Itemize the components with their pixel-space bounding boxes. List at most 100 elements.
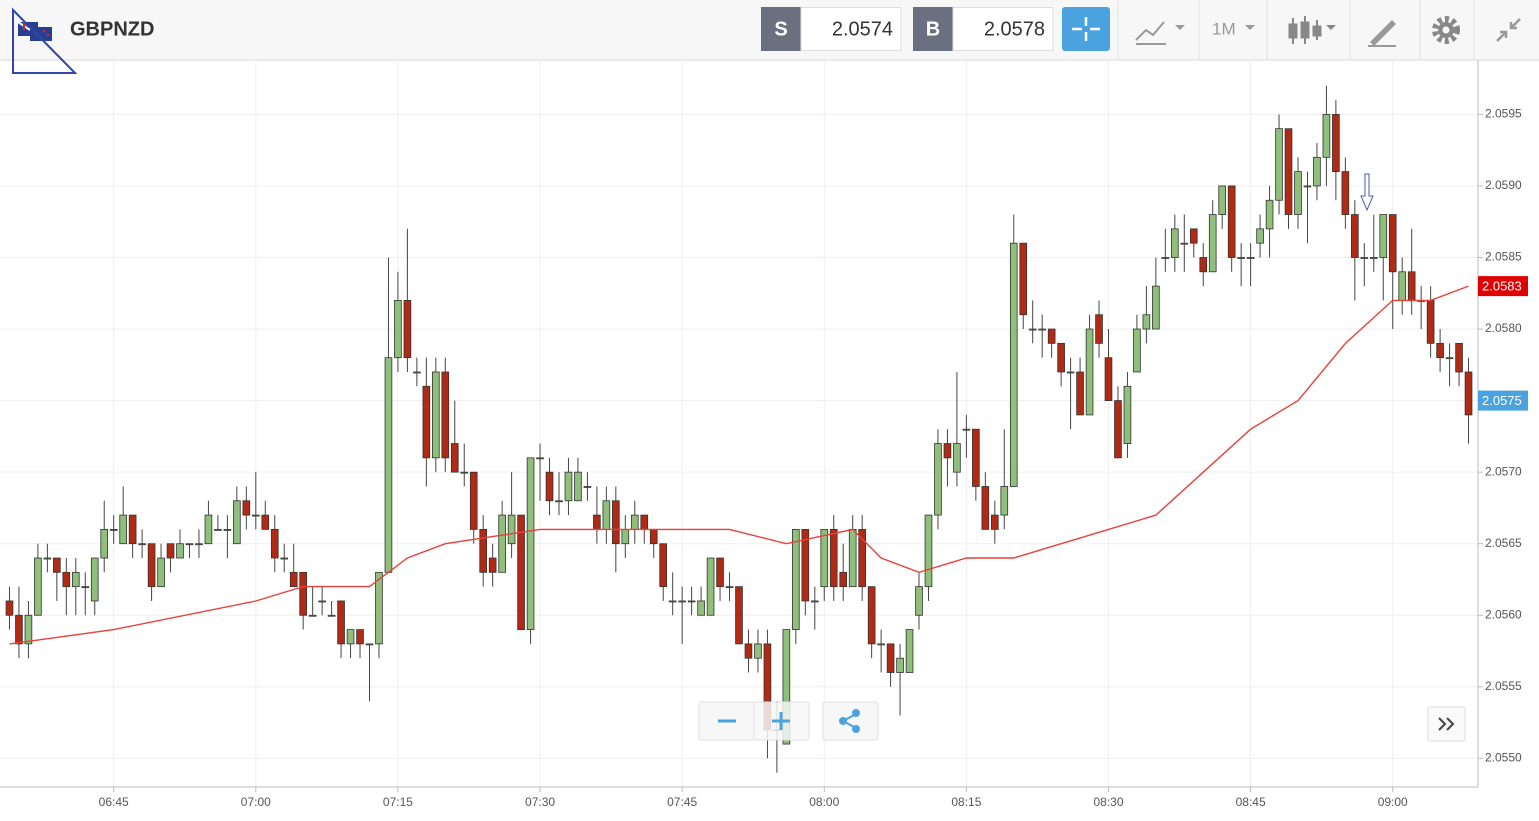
candle-body-down	[53, 557, 61, 573]
candle-body-up	[1275, 128, 1283, 201]
x-tick-label: 07:15	[383, 795, 413, 809]
grid	[0, 60, 1478, 787]
candle-body-up	[1445, 357, 1454, 360]
collapse-button[interactable]	[1496, 18, 1521, 42]
candle-body-down	[356, 629, 364, 645]
candle-body-down	[801, 529, 810, 602]
candle-body-up	[308, 614, 317, 617]
candle-body-down	[1189, 228, 1198, 244]
toolbar-separators	[1117, 0, 1475, 60]
timeframe-menu[interactable]: 1M	[1212, 19, 1255, 38]
candle-body-up	[725, 586, 734, 589]
candle-body-up	[687, 600, 696, 603]
candle-body-up	[81, 586, 90, 589]
candle-body-up	[413, 371, 421, 374]
flag-icon	[17, 21, 52, 41]
candle-body-up	[668, 600, 677, 603]
x-tick-label: 06:45	[99, 795, 129, 809]
candle-body-up	[460, 471, 469, 474]
candle-body-up	[1038, 328, 1046, 331]
candle-body-up	[820, 529, 829, 588]
scroll-latest-button[interactable]	[1427, 706, 1466, 742]
x-tick-label: 08:45	[1236, 795, 1266, 809]
zoom-in-button[interactable]	[753, 701, 810, 741]
candle-body-up	[1322, 113, 1331, 158]
candle-body-down	[829, 529, 838, 588]
candle-body-up	[43, 557, 52, 560]
candle-body-down	[441, 371, 450, 459]
candle-body-up	[176, 543, 184, 559]
candle-body-down	[1388, 214, 1397, 273]
drawing-tool[interactable]	[1368, 20, 1396, 47]
candle-body-up	[1180, 242, 1189, 245]
buy-button[interactable]: B 2.0578	[913, 7, 1054, 51]
indicator-menu[interactable]	[1135, 21, 1185, 45]
timeframe[interactable]: 1M	[1212, 19, 1236, 38]
buy-label[interactable]: B	[926, 18, 940, 40]
candle-body-up	[896, 657, 904, 673]
candle-body-down	[858, 529, 866, 588]
candle-body-down	[886, 643, 895, 673]
candle-body-up	[962, 428, 971, 431]
candle-body-up	[1218, 185, 1227, 215]
candle-body-down	[716, 557, 724, 588]
candle-body-up	[100, 529, 109, 559]
candle-body-up	[1085, 328, 1094, 416]
candle-body-up	[1265, 199, 1274, 230]
x-tick-label: 08:00	[809, 795, 839, 809]
sell-label[interactable]: S	[774, 18, 787, 40]
candle-body-up	[754, 643, 762, 659]
candle-body-up	[526, 457, 535, 630]
y-tick-label: 2.0580	[1485, 321, 1522, 335]
candle-body-down	[1351, 214, 1359, 258]
y-tick-label: 2.0590	[1485, 178, 1522, 192]
x-tick-label: 08:30	[1093, 795, 1123, 809]
candle-body-down	[735, 586, 743, 645]
share-button[interactable]	[822, 701, 879, 741]
candle-body-up	[1028, 328, 1037, 331]
candle-body-up	[204, 514, 213, 545]
plot-area: 06:45 07:00 07:15 07:30 07:45 08:00 08:15 08:30…	[0, 60, 1522, 809]
candle-body-up	[1152, 285, 1160, 330]
candle-body-down	[166, 543, 175, 559]
buy-price[interactable]: 2.0578	[984, 18, 1045, 40]
candle-body-up	[782, 629, 791, 745]
y-tick-label: 2.0565	[1485, 536, 1522, 550]
chart-type-menu[interactable]	[1288, 16, 1336, 44]
x-tick-label: 07:45	[667, 795, 697, 809]
sell-button[interactable]: S 2.0574	[761, 7, 902, 51]
y-tick-label: 2.0585	[1485, 250, 1522, 264]
candle-body-up	[138, 543, 146, 546]
candle-body-up	[706, 557, 715, 616]
candle-body-down	[479, 529, 488, 573]
sell-price[interactable]: 2.0574	[832, 18, 893, 40]
candle-body-up	[905, 629, 914, 673]
candle-body-up	[697, 600, 705, 616]
candle-body-up	[1066, 371, 1075, 374]
crosshair-button[interactable]	[1062, 7, 1110, 51]
candle-body-up	[223, 529, 232, 531]
candle-body-down	[1426, 300, 1435, 344]
candle-body-down	[488, 557, 497, 573]
settings-button[interactable]	[1432, 16, 1460, 44]
candle-body-up	[1398, 271, 1407, 301]
annotation-arrow	[1360, 173, 1374, 212]
candle-body-down	[147, 543, 156, 588]
candle-body-up	[915, 586, 923, 616]
candle-body-up	[1303, 185, 1312, 188]
candle-body-down	[1464, 371, 1473, 416]
zoom-out-button[interactable]	[698, 701, 755, 741]
candle-body-up	[1000, 486, 1009, 516]
candle-body-up	[195, 543, 203, 546]
candle-body-down	[261, 514, 270, 530]
candle-body-down	[469, 471, 478, 530]
candle-body-up	[792, 529, 800, 630]
candle-body-down	[593, 514, 601, 530]
candle-body-down	[1436, 342, 1444, 359]
candle-body-down	[1341, 171, 1350, 215]
candle-body-up	[953, 443, 961, 473]
candle-body-down	[990, 514, 999, 530]
candle-body-down	[649, 529, 658, 545]
